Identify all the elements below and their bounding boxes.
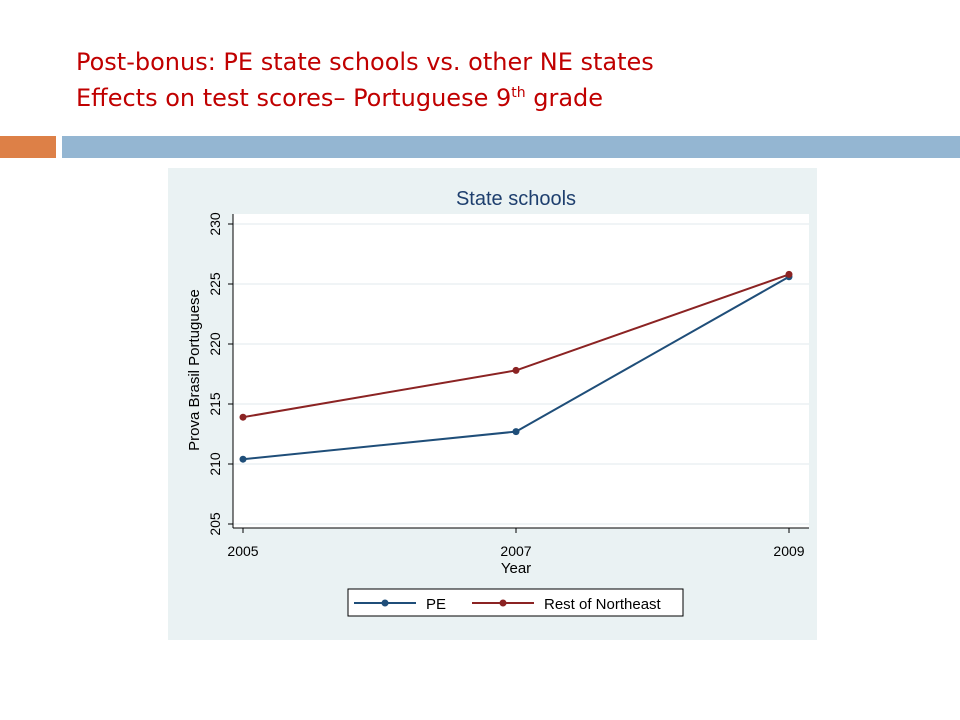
slide-title-superscript: th	[511, 85, 526, 101]
series-layer	[239, 270, 793, 463]
grid-lines	[233, 223, 809, 525]
legend-label-rest: Rest of Northeast	[544, 596, 662, 613]
accent-bar	[0, 136, 56, 158]
line-chart: State schools Prova Brasil Portuguese Ye…	[186, 188, 809, 617]
y-tick-label: 210	[207, 452, 223, 476]
x-tick-label: 2007	[500, 543, 531, 559]
legend-marker-pe	[381, 599, 389, 607]
y-tick-label: 225	[207, 272, 223, 296]
y-tick-label: 215	[207, 392, 223, 416]
x-tick-label: 2009	[773, 543, 804, 559]
y-tick-label: 230	[207, 212, 223, 236]
y-tick-label: 220	[207, 332, 223, 356]
axes: 205 210 215 220 225 230 2005 2007 2009	[207, 212, 809, 559]
slide-title: Post-bonus: PE state schools vs. other N…	[76, 44, 654, 116]
x-axis-label: Year	[501, 560, 531, 577]
slide-title-line1: Post-bonus: PE state schools vs. other N…	[76, 48, 654, 76]
legend-label-pe: PE	[426, 596, 446, 613]
chart-panel: State schools Prova Brasil Portuguese Ye…	[168, 168, 817, 640]
data-point-rest-of-northeast	[512, 366, 520, 374]
slide-title-line2-prefix: Effects on test scores– Portuguese 9	[76, 84, 512, 112]
header-divider-bar	[62, 136, 960, 158]
data-point-pe	[512, 428, 520, 436]
chart-title: State schools	[456, 188, 576, 210]
y-tick-label: 205	[207, 512, 223, 536]
legend-marker-rest	[499, 599, 507, 607]
data-point-rest-of-northeast	[239, 413, 247, 421]
y-axis-label: Prova Brasil Portuguese	[186, 289, 203, 451]
plot-area	[233, 214, 809, 528]
data-point-rest-of-northeast	[785, 270, 793, 278]
slide-title-line2: Effects on test scores– Portuguese 9th g…	[76, 80, 654, 116]
legend: PE Rest of Northeast	[347, 588, 684, 617]
x-tick-label: 2005	[227, 543, 258, 559]
slide-title-line2-suffix: grade	[525, 84, 604, 112]
data-point-pe	[239, 455, 247, 463]
